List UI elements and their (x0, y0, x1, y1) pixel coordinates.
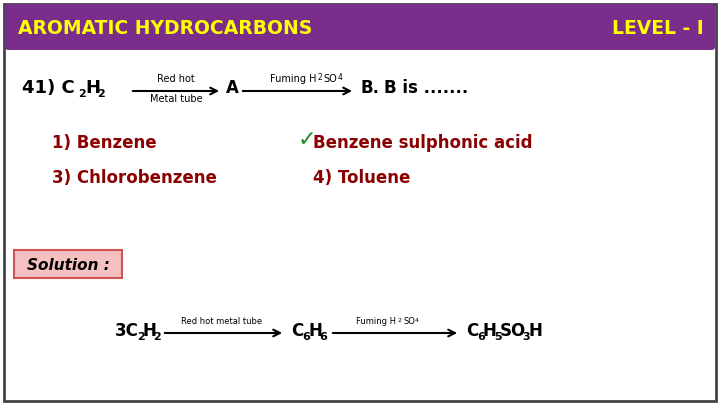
Text: Fuming H: Fuming H (356, 318, 396, 326)
Text: A: A (226, 79, 239, 97)
Text: Solution :: Solution : (27, 258, 109, 273)
Text: Red hot: Red hot (157, 74, 195, 84)
Text: SO: SO (500, 322, 526, 340)
Text: LEVEL - I: LEVEL - I (612, 19, 704, 38)
Text: 2: 2 (137, 332, 145, 342)
Text: 3) Chlorobenzene: 3) Chlorobenzene (52, 169, 217, 187)
Text: H: H (483, 322, 497, 340)
Text: 4: 4 (415, 318, 419, 322)
Text: H: H (308, 322, 322, 340)
Text: 3: 3 (522, 332, 530, 342)
Text: 2: 2 (398, 318, 402, 322)
Text: H: H (528, 322, 542, 340)
Text: AROMATIC HYDROCARBONS: AROMATIC HYDROCARBONS (18, 19, 312, 38)
FancyBboxPatch shape (4, 4, 716, 401)
Text: Fuming H: Fuming H (270, 74, 317, 84)
Text: 3C: 3C (115, 322, 139, 340)
Text: 6: 6 (477, 332, 485, 342)
Text: H: H (85, 79, 100, 97)
Text: 2: 2 (153, 332, 161, 342)
Text: Red hot metal tube: Red hot metal tube (181, 318, 263, 326)
Text: 6: 6 (319, 332, 327, 342)
Text: 41) C: 41) C (22, 79, 75, 97)
Text: 4) Toluene: 4) Toluene (313, 169, 410, 187)
Text: 4: 4 (338, 72, 343, 81)
Text: Metal tube: Metal tube (150, 94, 202, 104)
Text: SO: SO (323, 74, 337, 84)
FancyBboxPatch shape (5, 4, 715, 50)
Text: 1) Benzene: 1) Benzene (52, 134, 157, 152)
Text: Benzene sulphonic acid: Benzene sulphonic acid (313, 134, 533, 152)
Text: 6: 6 (302, 332, 310, 342)
Text: C: C (291, 322, 303, 340)
Text: 2: 2 (78, 89, 86, 99)
Text: C: C (466, 322, 478, 340)
Text: SO: SO (403, 318, 415, 326)
Text: B.: B. (360, 79, 379, 97)
Text: B is .......: B is ....... (384, 79, 468, 97)
Text: H: H (143, 322, 157, 340)
Text: 2: 2 (318, 72, 323, 81)
Text: 5: 5 (494, 332, 502, 342)
FancyBboxPatch shape (14, 250, 122, 278)
Text: 2: 2 (97, 89, 104, 99)
Text: ✓: ✓ (298, 130, 317, 150)
